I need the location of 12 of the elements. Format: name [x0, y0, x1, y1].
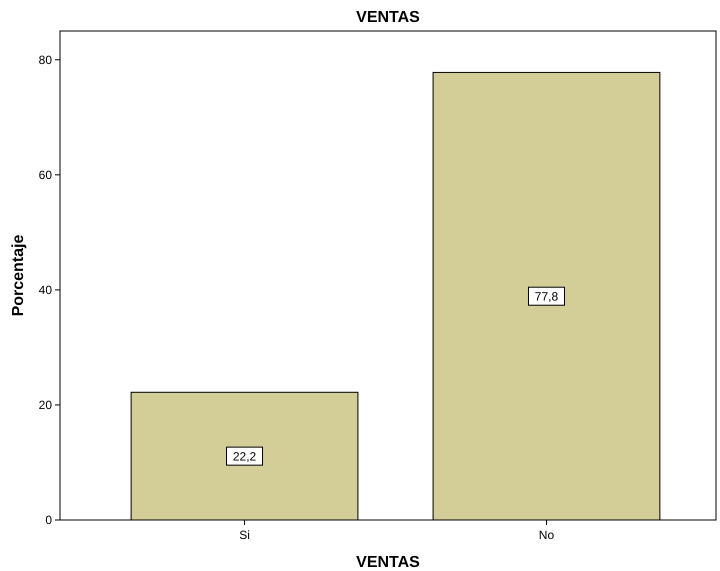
y-tick-label: 40	[38, 283, 52, 298]
y-axis-title: Porcentaje	[10, 234, 27, 316]
y-tick-label: 60	[38, 168, 52, 182]
x-axis-title: VENTAS	[356, 554, 420, 571]
x-tick-label: Si	[239, 528, 250, 542]
x-tick-label: No	[538, 528, 554, 542]
y-tick-label: 20	[38, 398, 52, 412]
y-tick-label: 80	[38, 52, 52, 67]
data-label: 22,2	[232, 449, 257, 464]
data-label: 77,8	[534, 289, 558, 304]
chart-title: VENTAS	[356, 9, 420, 26]
y-tick-label: 0	[45, 513, 52, 528]
